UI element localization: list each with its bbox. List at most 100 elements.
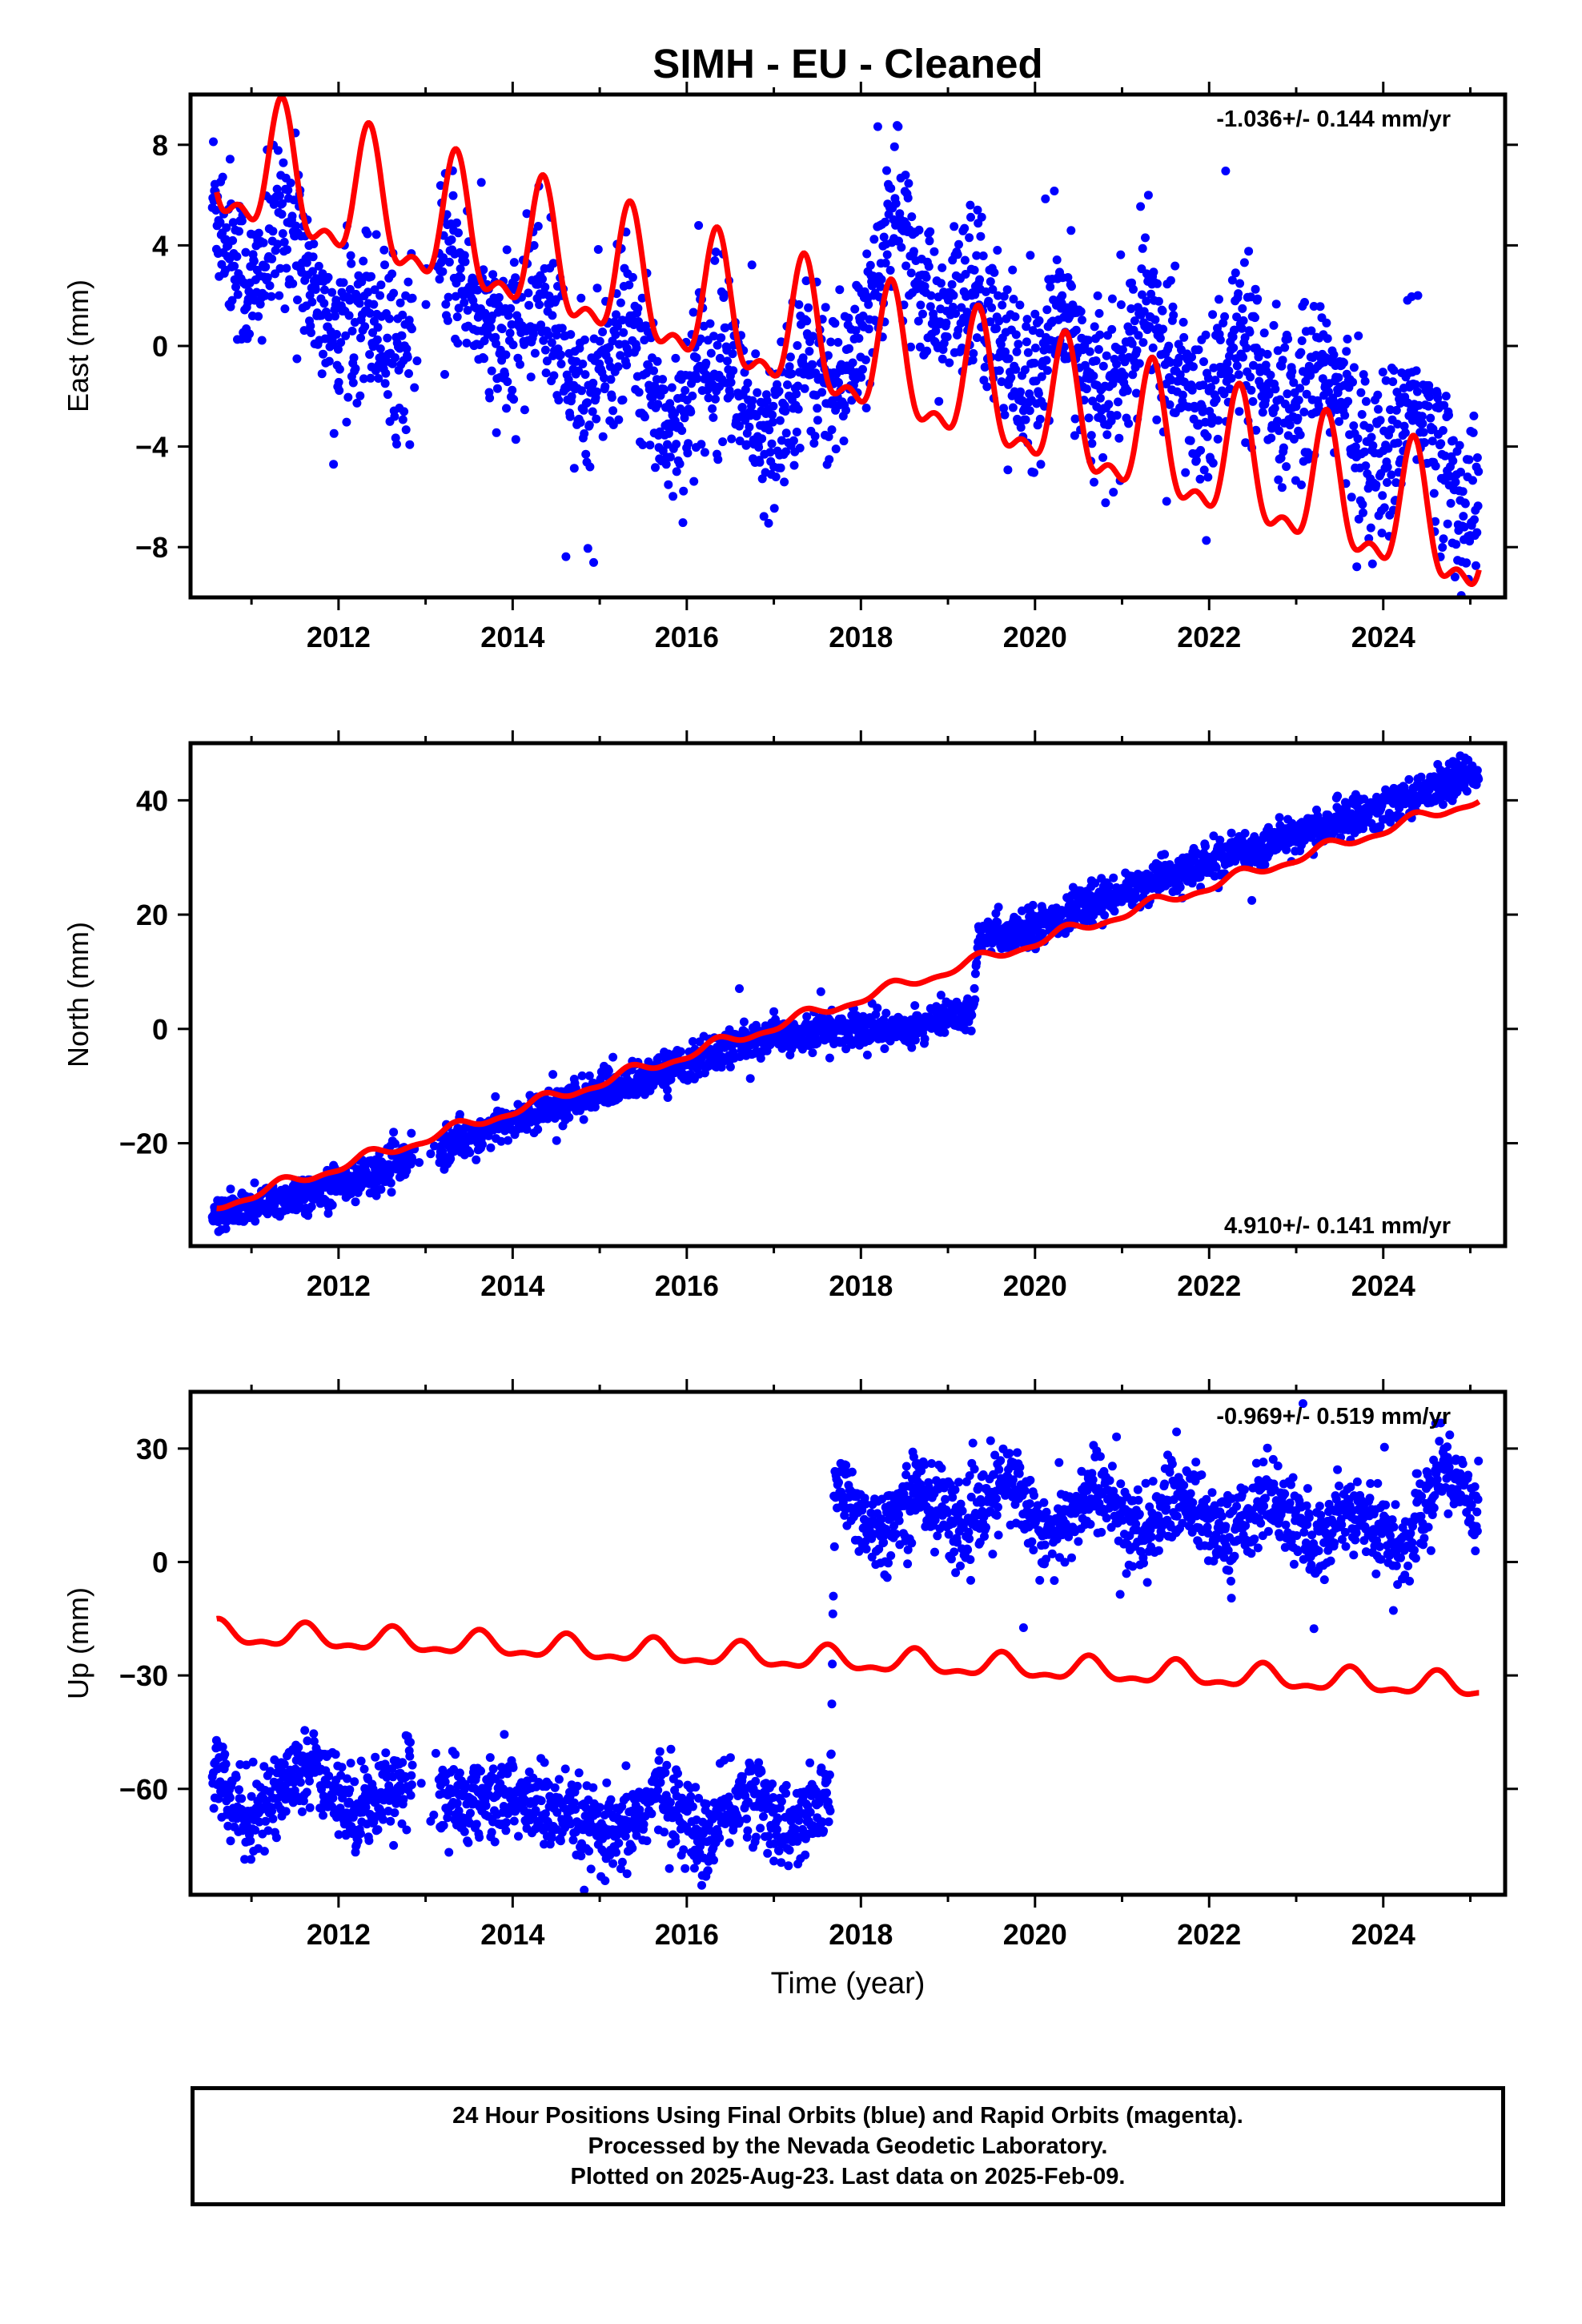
y-tick-label: 20 [136,899,168,931]
data-point [1302,389,1311,399]
data-point [1429,489,1439,498]
data-point [355,299,364,308]
data-point [1116,300,1126,309]
data-point [1122,386,1132,396]
data-point [1142,296,1151,306]
data-point [704,393,713,403]
data-point [1462,558,1472,568]
data-point [982,287,990,296]
data-point [441,300,451,309]
data-point [1279,443,1288,452]
data-point [548,311,557,320]
data-point [491,332,500,342]
data-point [401,425,411,435]
data-point [793,404,803,414]
data-point [267,1806,277,1815]
data-point [984,296,994,306]
data-point [1460,499,1470,509]
data-point [376,1184,386,1194]
data-point [547,338,556,348]
data-point [279,237,289,247]
data-point [266,1767,275,1776]
data-point [1008,265,1018,275]
data-point [1202,536,1211,545]
y-tick-label: 0 [152,330,168,363]
data-point [496,1136,506,1146]
data-point [706,348,716,358]
data-point [225,155,235,164]
data-point [1034,316,1044,325]
data-point [950,222,959,231]
data-point [831,444,841,454]
data-point [1388,377,1398,387]
data-point [906,342,915,352]
data-point [345,296,355,305]
data-point [1297,336,1307,345]
data-point [307,1202,316,1212]
data-point [380,260,389,270]
data-point [263,273,272,282]
x-tick-label: 2024 [1351,1269,1415,1302]
data-point [725,1062,735,1072]
data-point [268,1814,278,1823]
data-point [756,1054,765,1063]
data-point [854,334,864,343]
data-point [363,229,372,239]
data-point [1138,338,1148,348]
data-point [552,1136,561,1145]
y-tick-label: 4 [152,229,168,262]
data-point [1334,373,1343,382]
data-point [1208,458,1218,468]
data-point [1034,389,1043,398]
data-point [232,251,242,261]
data-point [725,391,735,400]
data-point [816,987,825,996]
data-point [267,254,277,263]
data-point [1274,475,1283,485]
data-point [1090,322,1099,332]
data-point [215,218,225,227]
data-point [1275,426,1283,436]
data-point [370,285,379,295]
data-point [711,247,721,257]
data-point [267,292,276,301]
data-point [287,211,297,221]
data-point [1022,337,1031,347]
data-point [677,426,687,436]
data-point [1296,348,1306,357]
data-point [352,398,362,408]
data-point [1160,850,1170,859]
data-point [231,1773,241,1782]
data-point [404,316,414,325]
data-point [792,428,801,436]
data-point [259,1847,269,1856]
data-point [1451,477,1460,487]
data-point [949,291,958,300]
data-point [1127,339,1137,348]
data-point [1289,434,1299,444]
data-point [1235,407,1244,416]
data-point [1448,456,1458,465]
data-point [881,259,890,267]
data-point [934,396,944,406]
data-point [839,436,849,446]
data-point [711,394,720,404]
data-point [1245,328,1255,337]
data-point [1001,347,1010,356]
data-point [672,440,681,449]
data-point [1224,366,1234,376]
data-point [641,368,651,378]
data-point [511,435,520,444]
data-point [823,351,833,360]
data-point [1209,831,1219,841]
data-point [1220,312,1230,321]
data-point [661,460,671,469]
data-point [1043,366,1052,376]
data-point [869,235,879,244]
data-point [435,275,444,284]
data-point [486,1143,496,1152]
data-point [954,239,963,249]
data-point [1375,416,1385,425]
data-point [542,356,552,366]
data-point [999,404,1009,413]
